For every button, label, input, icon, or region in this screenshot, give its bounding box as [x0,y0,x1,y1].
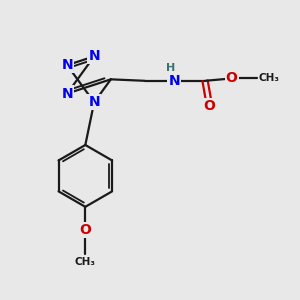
Text: O: O [203,99,215,113]
Text: CH₃: CH₃ [258,74,279,83]
Text: N: N [168,74,180,88]
Text: N: N [61,58,73,72]
Text: H: H [166,63,175,74]
Text: CH₃: CH₃ [75,257,96,268]
Text: O: O [226,71,238,85]
Text: N: N [88,50,100,63]
Text: N: N [61,86,73,100]
Text: N: N [88,95,100,109]
Text: O: O [80,223,91,237]
